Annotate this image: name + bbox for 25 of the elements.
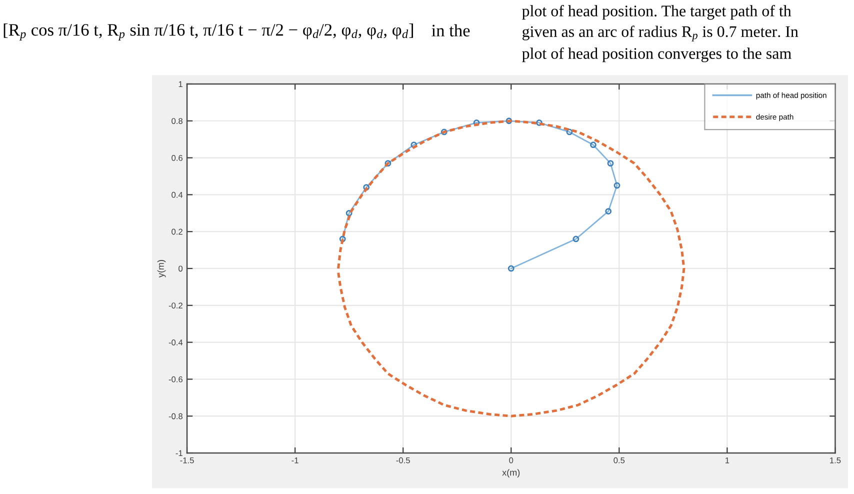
text: [R$_{p}$ cos π/16 t, R$_{p}$ sin π/16 t, π/16 t − π/2 − φ$_{d}$/2, φ$_{d}$, φ$_{d}$, φ$_{d}$] — [4, 24, 413, 41]
text: in the — [432, 24, 470, 36]
x-tick-label: -0.5 — [396, 457, 410, 464]
y-tick-label: -0.4 — [168, 339, 183, 346]
y-tick-label: -0.8 — [168, 413, 182, 420]
x-axis-title: x(m) — [502, 469, 520, 478]
text: plot of head position. The target path of th — [522, 5, 792, 20]
y-tick-label: 0.4 — [172, 192, 183, 198]
y-tick-label: 0.8 — [172, 118, 182, 124]
x-tick-label: -1 — [292, 457, 298, 464]
y-tick-label: 0 — [178, 266, 183, 272]
x-tick-label: 1 — [726, 457, 730, 464]
y-tick-label: -0.6 — [168, 376, 182, 382]
x-tick-label: 0.5 — [614, 457, 625, 464]
x-tick-label: 0 — [509, 457, 514, 464]
x-tick-label: 1.5 — [830, 457, 841, 464]
x-tick-label: -1.5 — [180, 457, 194, 464]
y-tick-label: 0.2 — [172, 228, 182, 235]
y-tick-label: -1 — [176, 450, 182, 456]
y-tick-label: 0.6 — [172, 154, 182, 161]
y-axis-title: y(m) — [157, 260, 166, 278]
y-tick-label: 1 — [178, 81, 182, 87]
text: given as an arc of radius R$_{p}$ is 0.7 meter. In — [522, 26, 798, 42]
text: plot of head position converges to the sam — [522, 47, 792, 62]
y-tick-label: -0.2 — [168, 302, 182, 308]
